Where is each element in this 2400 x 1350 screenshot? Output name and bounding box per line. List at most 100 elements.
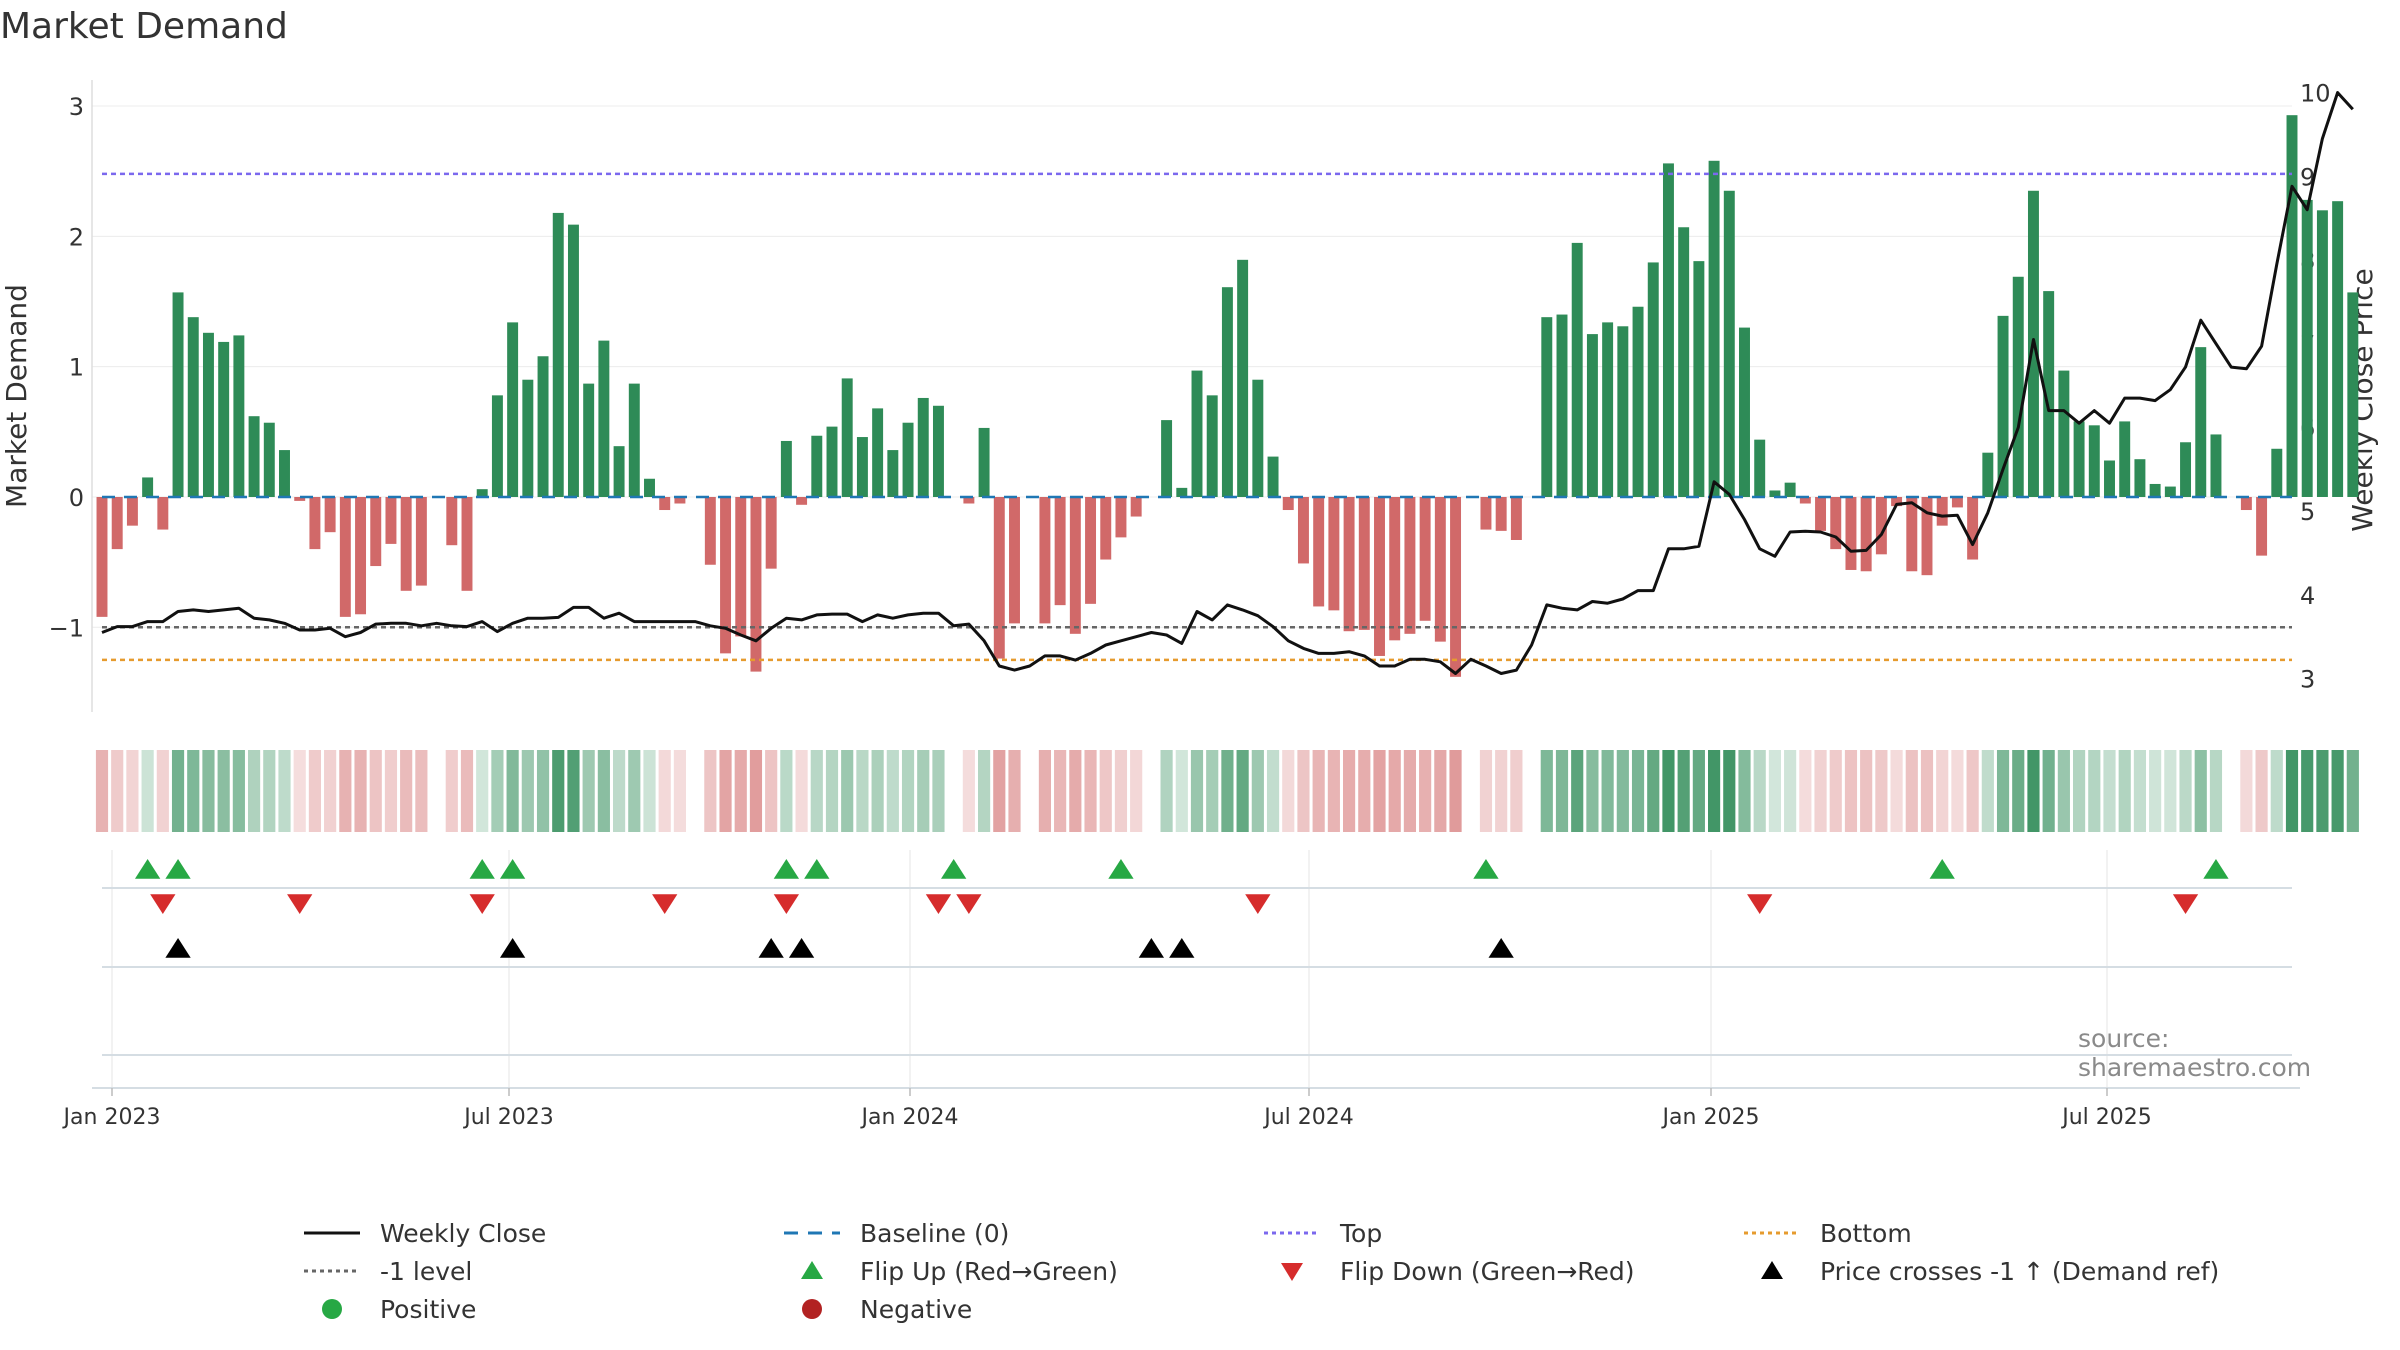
heat-strip-cell xyxy=(400,750,413,832)
x-tick-label: Jul 2025 xyxy=(2060,1105,2152,1130)
demand-bar xyxy=(1815,496,1827,531)
demand-bar xyxy=(2195,347,2207,497)
demand-bar xyxy=(856,437,868,497)
legend-positive: Positive xyxy=(300,1290,476,1328)
right-tick-label: 4 xyxy=(2300,582,2315,610)
demand-bar xyxy=(1754,439,1766,497)
demand-bar xyxy=(993,496,1005,659)
left-tick-label: 2 xyxy=(69,223,84,251)
heat-strip-cell xyxy=(2346,750,2359,832)
demand-bar xyxy=(1723,190,1735,497)
demand-bar xyxy=(476,489,488,497)
demand-bar xyxy=(1875,496,1887,555)
demand-bar xyxy=(491,395,503,497)
left-tick-label: 3 xyxy=(69,93,84,121)
heat-strip-cell xyxy=(324,750,337,832)
legend-label: Bottom xyxy=(1820,1218,1912,1248)
heat-strip-cell xyxy=(248,750,261,832)
circle-icon xyxy=(802,1299,822,1319)
demand-bar xyxy=(2149,483,2161,497)
flip-up-marker xyxy=(165,859,191,879)
heat-strip-cell xyxy=(1571,750,1584,832)
heat-strip-cell xyxy=(1114,750,1128,832)
flip-up-marker xyxy=(1473,859,1499,879)
heat-strip-cell xyxy=(1936,750,1949,832)
heat-strip-cell xyxy=(932,750,945,832)
demand-bar xyxy=(1404,496,1416,634)
heat-strip-cell xyxy=(1875,750,1888,832)
legend-dash-icon xyxy=(784,1231,840,1235)
demand-bar xyxy=(1374,496,1385,656)
heat-strip-cell xyxy=(1920,750,1934,832)
demand-bar xyxy=(2271,448,2283,497)
heat-strip-cell xyxy=(1403,750,1416,832)
legend-baseline: Baseline (0) xyxy=(780,1214,1009,1252)
demand-bar xyxy=(1085,496,1097,604)
heat-strip-cell xyxy=(445,750,458,832)
legend-top: Top xyxy=(1260,1214,1382,1252)
heat-strip-cell xyxy=(886,750,899,832)
heat-strip-cell xyxy=(2240,750,2253,832)
demand-bar xyxy=(1708,160,1720,497)
demand-bar xyxy=(552,212,564,497)
heat-strip-cell xyxy=(1753,750,1766,832)
x-tick-label: Jan 2023 xyxy=(62,1105,161,1130)
demand-bar xyxy=(2058,370,2070,497)
heat-strip-cell xyxy=(1282,750,1295,832)
heat-strip-cell xyxy=(1419,750,1432,832)
demand-bar xyxy=(2286,115,2298,497)
heat-strip-cell xyxy=(384,750,398,832)
legend-label: Positive xyxy=(380,1294,477,1324)
legend-price-cross: Price crosses -1 ↑ (Demand ref) xyxy=(1740,1252,2219,1290)
demand-bar xyxy=(2073,421,2085,497)
heat-strip-cell xyxy=(1677,750,1690,832)
demand-bar xyxy=(1313,496,1325,607)
heat-strip-cell xyxy=(1631,750,1645,832)
demand-bar xyxy=(1845,496,1857,570)
legend-dotted-line-icon xyxy=(1744,1231,1800,1235)
legend-label: Baseline (0) xyxy=(860,1218,1010,1248)
demand-bar xyxy=(1678,227,1690,497)
demand-bar xyxy=(1936,496,1948,526)
demand-bar xyxy=(1009,496,1020,624)
demand-bar xyxy=(1769,490,1781,497)
flip-down-marker xyxy=(469,894,495,914)
demand-bar xyxy=(355,496,367,615)
heat-strip-cell xyxy=(871,750,884,832)
demand-bar xyxy=(826,426,838,497)
demand-bar xyxy=(1784,482,1796,497)
heat-strip-cell xyxy=(1251,750,1264,832)
demand-bar xyxy=(2256,496,2268,556)
flip-down-marker xyxy=(150,894,176,914)
demand-bar xyxy=(446,496,458,546)
demand-bar xyxy=(202,332,214,497)
demand-bar xyxy=(1267,456,1279,497)
heat-strip-cell xyxy=(993,750,1006,832)
heat-strip-cell xyxy=(1236,750,1249,832)
heat-strip-cell xyxy=(673,750,686,832)
demand-bar xyxy=(2088,425,2100,497)
triangle-down-icon xyxy=(1281,1263,1303,1281)
heat-strip-cell xyxy=(156,750,169,832)
demand-bar xyxy=(2180,442,2192,497)
heat-strip-cell xyxy=(795,750,808,832)
heat-strip-cell xyxy=(171,750,185,832)
heat-strip-cell xyxy=(2316,750,2329,832)
flip-down-marker xyxy=(956,894,982,914)
legend-weekly-close: Weekly Close xyxy=(300,1214,546,1252)
legend-line-icon xyxy=(304,1231,360,1235)
heat-strip-cell xyxy=(1768,750,1781,832)
weekly-close-line xyxy=(101,91,2354,675)
chart-legend: Weekly Close Baseline (0) Top Bottom -1 … xyxy=(300,1214,2300,1344)
heat-strip-cell xyxy=(1616,750,1629,832)
x-tick-label: Jan 2025 xyxy=(1661,1105,1760,1130)
demand-bar xyxy=(1982,452,1994,497)
demand-bar xyxy=(2301,199,2313,497)
heat-strip-cell xyxy=(1327,750,1340,832)
heat-strip-cell xyxy=(658,750,671,832)
heat-strip-cell xyxy=(1069,750,1082,832)
heat-strip-cell xyxy=(582,750,595,832)
heat-strip-cell xyxy=(1829,750,1842,832)
demand-bar xyxy=(279,450,290,497)
demand-bar xyxy=(1951,496,1963,508)
